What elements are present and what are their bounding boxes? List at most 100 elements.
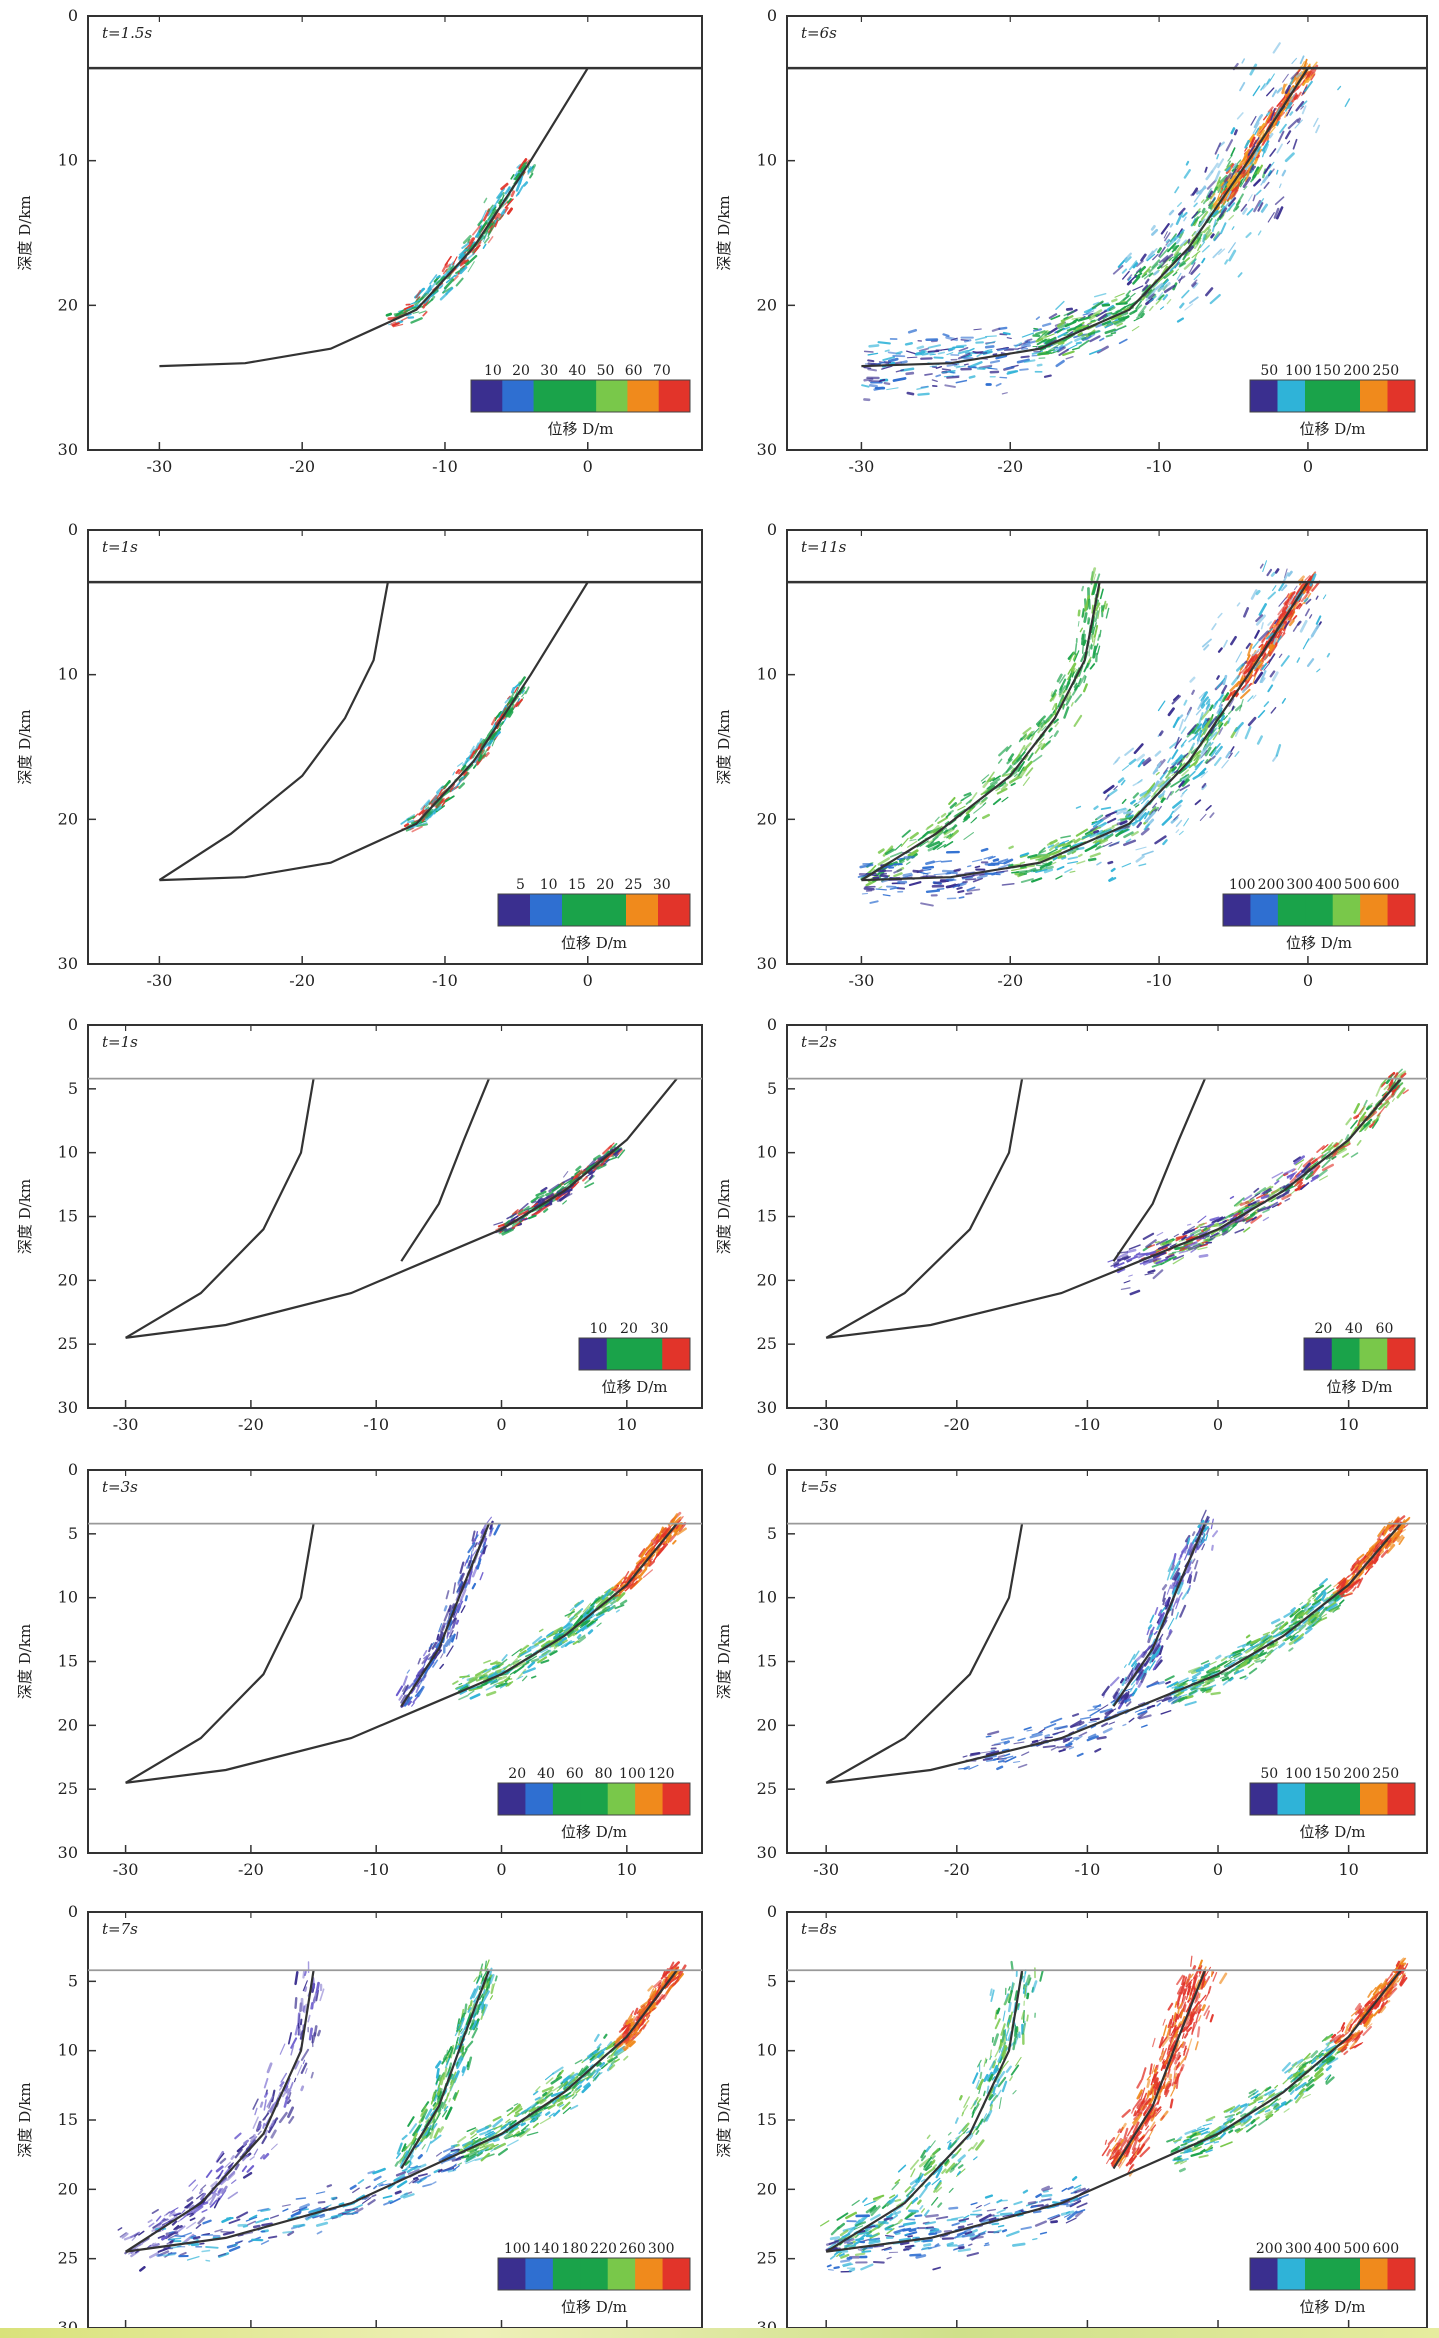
vector-mark: [1186, 1223, 1192, 1226]
colorbar-segment: [1360, 894, 1389, 926]
vector-mark: [922, 831, 929, 838]
vector-mark: [673, 1524, 682, 1537]
y-tick-label: 0: [68, 520, 78, 539]
vector-mark: [1267, 1194, 1272, 1199]
vector-mark: [603, 1158, 610, 1166]
vector-mark: [1358, 1560, 1364, 1569]
y-tick-label: 15: [757, 1207, 777, 1226]
vector-mark: [610, 1600, 617, 1605]
vector-mark: [1020, 355, 1030, 359]
vector-mark: [423, 1655, 428, 1660]
vector-mark: [1064, 868, 1073, 874]
vector-mark: [403, 823, 410, 828]
vector-mark: [1165, 238, 1170, 243]
vector-mark: [1094, 610, 1099, 623]
vector-mark: [1156, 1231, 1164, 1236]
vector-mark: [481, 1527, 487, 1535]
vector-mark: [1007, 753, 1015, 762]
vector-mark: [1309, 573, 1317, 587]
vector-mark: [1216, 153, 1220, 160]
vector-mark: [1141, 850, 1154, 856]
vector-mark: [473, 1553, 479, 1564]
vector-mark: [1117, 777, 1125, 784]
vector-mark: [1150, 224, 1156, 231]
vector-mark: [1281, 584, 1288, 592]
vector-mark: [1191, 1671, 1202, 1679]
vector-mark: [1266, 1189, 1273, 1194]
vector-mark: [1235, 704, 1243, 712]
vector-mark: [1201, 1240, 1208, 1244]
vector-mark: [411, 1702, 415, 1707]
vector-mark: [438, 1623, 443, 1633]
vector-mark: [644, 1561, 651, 1569]
y-tick-label: 10: [757, 665, 777, 684]
vector-mark: [1082, 310, 1095, 316]
vector-mark: [501, 705, 510, 715]
y-axis-label: 深度 D/km: [715, 709, 733, 784]
vector-mark: [1293, 1609, 1304, 1619]
vector-mark: [1210, 209, 1219, 218]
vector-mark: [445, 274, 456, 284]
vector-mark: [1251, 1216, 1257, 1221]
vector-mark: [518, 686, 526, 696]
vector-mark: [1400, 1072, 1407, 1079]
vector-mark: [1121, 765, 1130, 771]
vector-mark: [1348, 1580, 1361, 1589]
vector-mark: [985, 340, 996, 346]
vector-mark: [1252, 672, 1257, 685]
vector-mark: [624, 1583, 634, 1592]
vector-mark: [1010, 782, 1016, 787]
vector-mark: [1190, 742, 1196, 751]
vector-mark: [1314, 1619, 1321, 1626]
vector-mark: [974, 336, 988, 341]
vector-mark: [1234, 1671, 1240, 1675]
vector-mark: [1257, 198, 1265, 207]
vector-mark: [1194, 799, 1202, 806]
vector-mark: [451, 1633, 456, 1643]
vector-mark: [582, 1176, 588, 1182]
vector-mark: [1173, 243, 1184, 257]
vector-mark: [1041, 743, 1046, 750]
vector-mark: [998, 326, 1008, 331]
y-axis-label: 深度 D/km: [715, 1179, 733, 1254]
vector-mark: [997, 347, 1009, 352]
vector-mark: [1207, 187, 1213, 196]
vector-mark: [540, 1648, 549, 1654]
vector-mark: [1022, 776, 1031, 787]
vector-mark: [1198, 767, 1207, 776]
vector-mark: [1027, 854, 1038, 859]
vector-mark: [1063, 706, 1070, 719]
vector-mark: [1347, 1571, 1356, 1578]
vector-mark: [1248, 1202, 1261, 1210]
vector-mark: [1059, 678, 1067, 691]
vector-mark: [1276, 96, 1286, 107]
vector-mark: [1191, 1679, 1198, 1683]
vector-mark: [963, 815, 971, 821]
vector-mark: [1196, 231, 1202, 239]
vector-mark: [1225, 750, 1231, 759]
vector-mark: [548, 1183, 560, 1193]
plot-frame: [786, 15, 1428, 451]
vector-mark: [507, 1681, 514, 1687]
vector-mark: [1116, 322, 1123, 327]
vector-mark: [906, 391, 915, 396]
vector-mark: [1217, 158, 1225, 169]
vector-mark: [1187, 724, 1197, 736]
vector-mark: [639, 1548, 648, 1558]
vector-mark: [883, 381, 891, 386]
vector-mark: [1117, 315, 1127, 320]
vector-mark: [948, 879, 957, 882]
vector-mark: [459, 267, 466, 272]
vector-mark: [1339, 1599, 1345, 1605]
vector-mark: [538, 1628, 544, 1633]
vector-mark: [1071, 850, 1077, 855]
y-tick-label: 0: [68, 6, 78, 25]
vector-mark: [936, 843, 946, 850]
vector-mark: [1125, 838, 1132, 843]
vector-mark: [423, 293, 434, 304]
vector-mark: [1377, 1106, 1386, 1117]
vector-mark: [1080, 651, 1087, 663]
vector-mark: [1001, 796, 1009, 803]
colorbar-segment: [606, 1338, 635, 1370]
vector-mark: [1157, 247, 1162, 254]
